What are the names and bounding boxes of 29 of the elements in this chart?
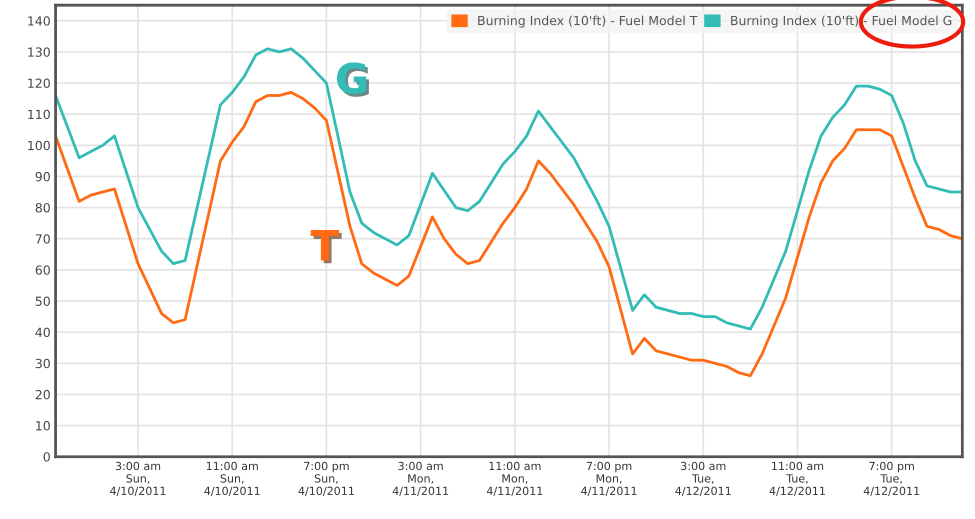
annotation: T bbox=[310, 230, 342, 264]
y-tick-label: 130 bbox=[28, 47, 50, 57]
y-tick-label: 100 bbox=[28, 140, 50, 150]
x-tick-label: 11:00 am Mon, 4/11/2011 bbox=[486, 462, 542, 496]
y-tick-label: 40 bbox=[35, 328, 50, 338]
y-tick-label: 20 bbox=[36, 390, 50, 400]
y-tick-label: 70 bbox=[36, 234, 50, 244]
y-tick-label: 0 bbox=[44, 452, 50, 462]
y-tick-label: 50 bbox=[36, 296, 50, 306]
y-tick-label: 10 bbox=[36, 421, 50, 431]
y-tick-label: 60 bbox=[36, 265, 50, 275]
x-tick-label: 3:00 am Mon, 4/11/2011 bbox=[392, 462, 448, 496]
annotation: G bbox=[337, 62, 369, 97]
legend-label: Burning Index (10'ft) - Fuel Model T bbox=[478, 16, 698, 28]
y-tick-label: 30 bbox=[36, 358, 50, 368]
x-tick-label: 3:00 am Sun, 4/10/2011 bbox=[110, 462, 166, 496]
x-tick-label: 7:00 pm Tue, 4/12/2011 bbox=[864, 462, 920, 496]
line-series bbox=[56, 47, 962, 330]
x-tick-label: 3:00 am Tue, 4/12/2011 bbox=[675, 462, 731, 496]
y-tick-label: 90 bbox=[36, 172, 50, 182]
x-tick-label: 7:00 pm Sun, 4/10/2011 bbox=[298, 462, 354, 496]
legend-label: Burning Index (10'ft) - Fuel Model G bbox=[731, 16, 952, 28]
x-tick-label: 11:00 am Tue, 4/12/2011 bbox=[770, 462, 825, 496]
y-tick-label: 120 bbox=[28, 78, 50, 88]
y-tick-label: 110 bbox=[28, 110, 50, 120]
y-tick-label: 80 bbox=[36, 203, 50, 213]
y-tick-label: 140 bbox=[28, 16, 50, 26]
x-tick-label: 7:00 pm Mon, 4/11/2011 bbox=[581, 462, 637, 496]
x-tick-label: 11:00 am Sun, 4/10/2011 bbox=[204, 462, 260, 496]
